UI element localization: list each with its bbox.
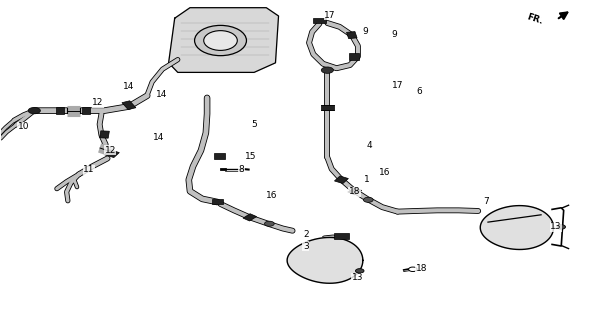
Text: 10: 10 — [18, 122, 29, 131]
Text: 5: 5 — [251, 120, 257, 130]
Bar — [82, 107, 91, 115]
Text: 8: 8 — [239, 165, 245, 174]
Text: 16: 16 — [379, 168, 391, 177]
Text: 14: 14 — [154, 133, 165, 142]
Polygon shape — [480, 206, 553, 250]
Text: 14: 14 — [123, 82, 134, 91]
Polygon shape — [169, 8, 278, 72]
Bar — [321, 105, 334, 110]
Circle shape — [28, 108, 40, 114]
Text: 2: 2 — [303, 230, 308, 239]
Text: 18: 18 — [416, 264, 427, 273]
Circle shape — [356, 269, 364, 273]
Circle shape — [557, 225, 565, 229]
Text: 6: 6 — [416, 87, 422, 96]
Text: 14: 14 — [157, 90, 168, 99]
Bar — [56, 107, 64, 115]
Text: 13: 13 — [550, 222, 562, 231]
Text: 7: 7 — [483, 197, 489, 206]
Circle shape — [264, 221, 274, 226]
Text: FR.: FR. — [526, 12, 544, 26]
Circle shape — [364, 197, 373, 202]
Text: 12: 12 — [105, 146, 116, 155]
Bar — [348, 188, 362, 195]
Bar — [100, 131, 110, 138]
Text: 9: 9 — [392, 30, 397, 39]
Bar — [349, 53, 359, 60]
Text: 15: 15 — [245, 152, 256, 161]
Bar — [313, 18, 326, 23]
Bar — [334, 176, 348, 183]
Ellipse shape — [204, 31, 237, 50]
Text: 13: 13 — [352, 273, 364, 282]
Text: 17: 17 — [392, 81, 403, 90]
Bar — [243, 214, 256, 221]
Text: 1: 1 — [364, 175, 370, 184]
Bar — [122, 101, 136, 110]
Text: 4: 4 — [367, 141, 373, 150]
Circle shape — [409, 267, 417, 271]
Text: 12: 12 — [92, 98, 103, 107]
Text: 11: 11 — [83, 165, 95, 174]
Bar — [214, 153, 225, 159]
Text: 18: 18 — [349, 188, 360, 196]
Bar — [346, 32, 357, 39]
Ellipse shape — [195, 25, 247, 56]
Circle shape — [321, 67, 334, 73]
Polygon shape — [287, 237, 363, 283]
Text: 17: 17 — [324, 11, 336, 20]
Bar — [212, 198, 223, 204]
Bar — [334, 233, 349, 239]
Text: 16: 16 — [266, 190, 278, 200]
Text: 9: 9 — [362, 28, 368, 36]
Text: 3: 3 — [303, 242, 308, 251]
Bar — [104, 150, 119, 157]
